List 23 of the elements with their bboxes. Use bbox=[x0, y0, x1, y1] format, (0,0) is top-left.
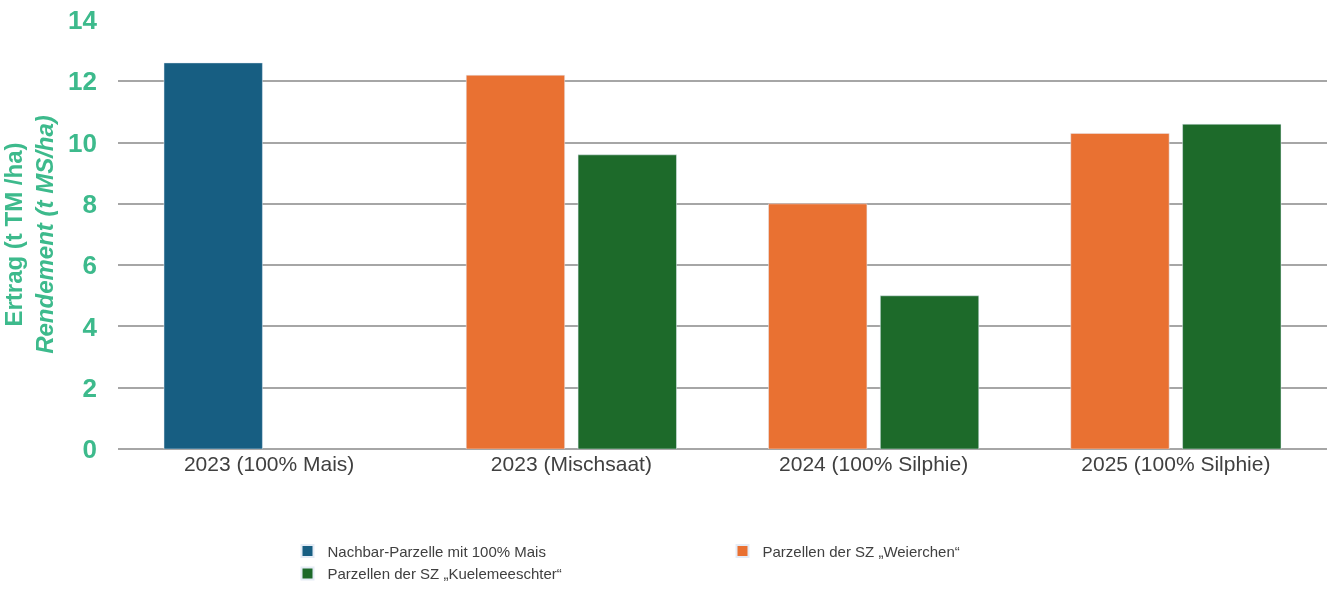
bar bbox=[880, 295, 979, 449]
legend-label: Nachbar-Parzelle mit 100% Mais bbox=[327, 542, 546, 560]
bar bbox=[1182, 123, 1282, 449]
legend-label: Parzellen der SZ „Weierchen“ bbox=[762, 542, 960, 560]
y-tick-label: 4 bbox=[82, 311, 98, 342]
y-tick-label: 6 bbox=[82, 250, 97, 281]
bar bbox=[577, 154, 677, 449]
bar bbox=[466, 74, 565, 449]
bar bbox=[768, 203, 868, 449]
y-tick-label: 0 bbox=[82, 434, 97, 465]
bar bbox=[1070, 133, 1170, 449]
x-tick-label: 2025 (100% Silphie) bbox=[1081, 452, 1271, 475]
y-tick-label: 14 bbox=[68, 5, 98, 36]
legend-label: Parzellen der SZ „Kuelemeeschter“ bbox=[327, 565, 562, 583]
x-tick-label: 2024 (100% Silphie) bbox=[779, 452, 969, 475]
y-axis-title: Ertrag (t TM /ha) Rendement (t MS/ha) bbox=[0, 115, 59, 354]
y-tick-label: 2 bbox=[82, 372, 97, 403]
x-tick-label: 2023 (100% Mais) bbox=[183, 452, 355, 475]
x-tick-label: 2023 (Mischsaat) bbox=[490, 452, 652, 475]
y-tick-label: 12 bbox=[68, 66, 97, 97]
y-tick-label: 8 bbox=[82, 188, 97, 219]
bar bbox=[163, 62, 263, 449]
y-tick-label: 10 bbox=[68, 127, 97, 158]
